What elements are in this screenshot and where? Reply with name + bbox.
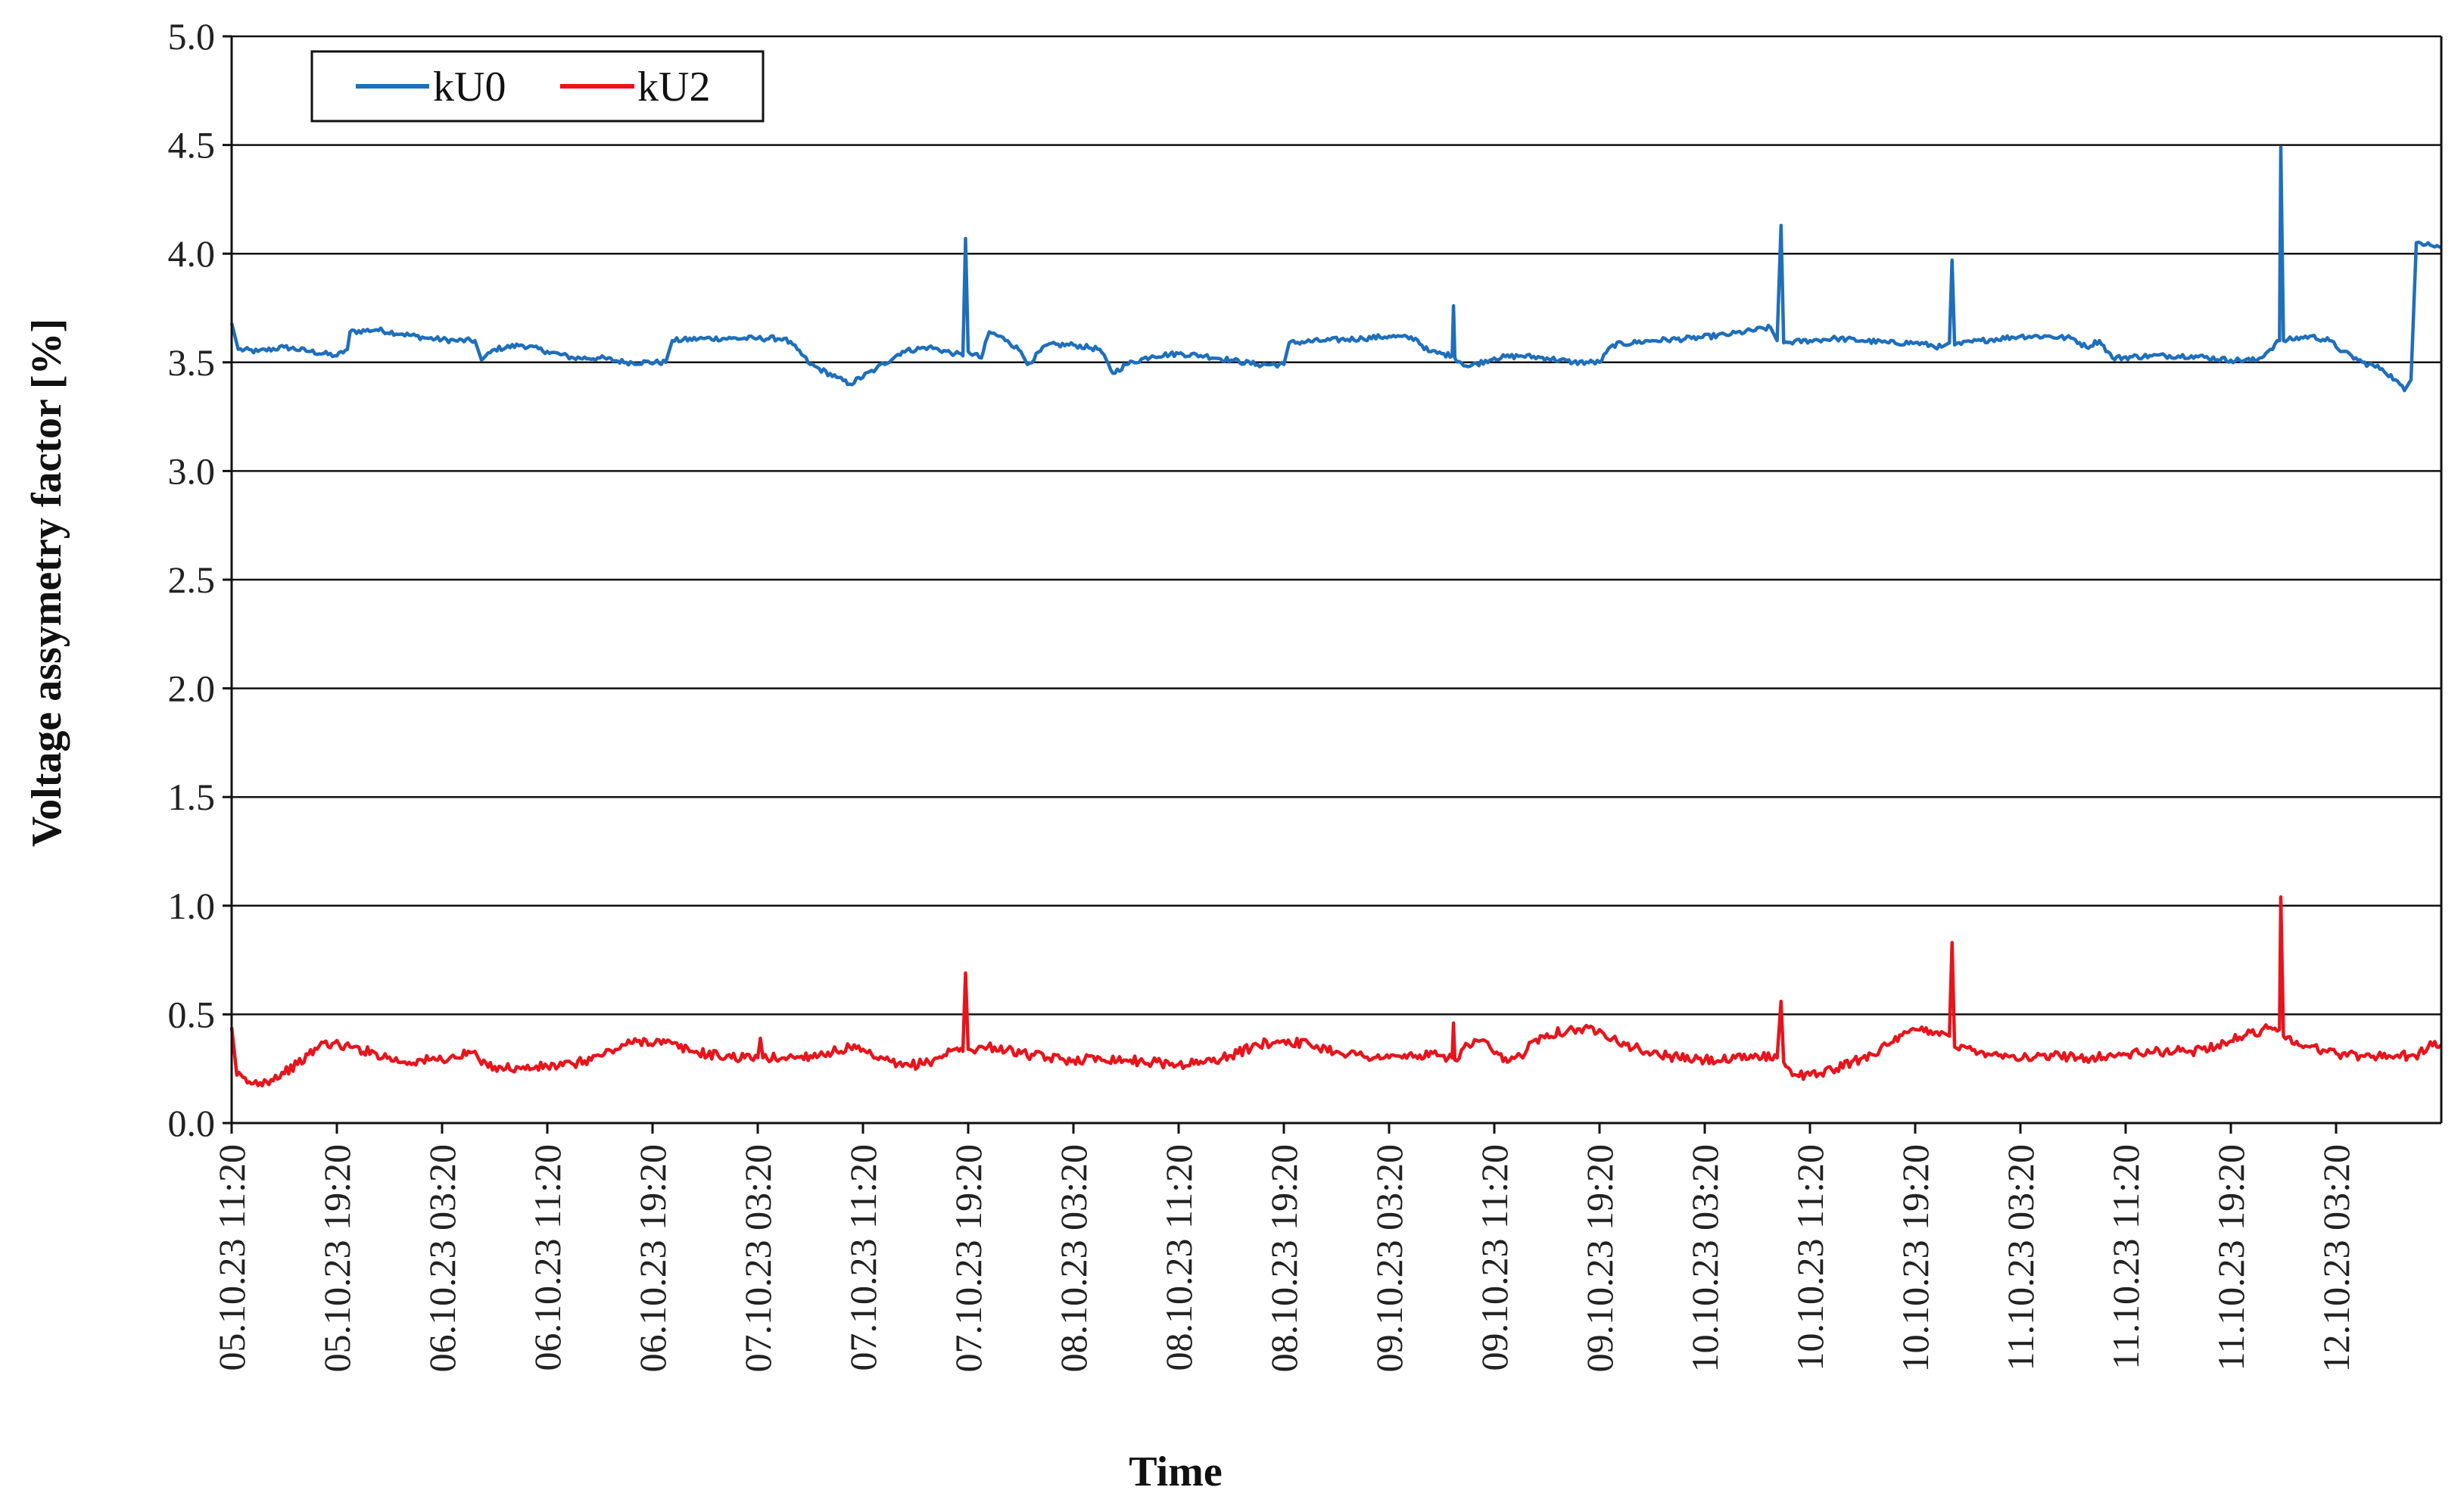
y-tick-label: 1.5 xyxy=(168,776,216,818)
x-tick-label: 10.10.23 11:20 xyxy=(1789,1144,1831,1371)
axes xyxy=(223,35,2443,1134)
y-axis-title: Voltage assymetry factor [%] xyxy=(23,319,70,847)
y-tick-label: 3.0 xyxy=(168,450,216,492)
y-tick-label: 0.0 xyxy=(168,1102,216,1144)
x-axis-title: Time xyxy=(1129,1448,1222,1495)
x-tick-label: 07.10.23 03:20 xyxy=(737,1144,779,1372)
y-tick-label: 3.5 xyxy=(168,341,216,384)
x-tick-label: 10.10.23 19:20 xyxy=(1894,1144,1936,1372)
x-tick-label: 09.10.23 03:20 xyxy=(1368,1144,1410,1372)
y-tick-label: 2.5 xyxy=(168,558,216,601)
x-tick-label: 05.10.23 19:20 xyxy=(316,1144,358,1372)
x-tick-label: 06.10.23 11:20 xyxy=(526,1144,568,1371)
y-tick-labels: 0.0 0.5 1.0 1.5 2.0 2.5 3.0 3.5 4.0 4.5 5.0 xyxy=(168,15,216,1144)
x-tick-label: 07.10.23 11:20 xyxy=(842,1144,884,1371)
x-tick-label: 09.10.23 11:20 xyxy=(1473,1144,1515,1371)
legend-label-ku2: kU2 xyxy=(637,64,710,110)
legend-label-ku0: kU0 xyxy=(433,64,506,110)
x-tick-label: 11.10.23 03:20 xyxy=(1999,1144,2042,1371)
x-tick-label: 08.10.23 19:20 xyxy=(1263,1144,1305,1372)
y-tick-label: 2.0 xyxy=(168,667,216,710)
x-tick-label: 10.10.23 03:20 xyxy=(1684,1144,1726,1372)
series-line-ku2 xyxy=(229,895,2443,1087)
series-lines xyxy=(229,145,2443,1087)
y-tick-label: 5.0 xyxy=(168,15,216,58)
y-tick-label: 4.5 xyxy=(168,124,216,166)
series-line-ku0 xyxy=(229,145,2442,393)
y-tick-label: 0.5 xyxy=(168,993,216,1035)
legend: kU0 kU2 xyxy=(310,50,765,123)
x-tick-label: 11.10.23 11:20 xyxy=(2104,1144,2147,1370)
gridlines xyxy=(232,35,2441,1125)
x-tick-label: 08.10.23 11:20 xyxy=(1157,1144,1200,1371)
x-tick-label: 05.10.23 11:20 xyxy=(210,1144,253,1371)
x-tick-labels: 05.10.23 11:20 05.10.23 19:20 06.10.23 03:… xyxy=(210,1144,2357,1372)
y-tick-label: 1.0 xyxy=(168,885,216,927)
x-tick-label: 06.10.23 03:20 xyxy=(421,1144,463,1372)
x-tick-label: 07.10.23 19:20 xyxy=(947,1144,989,1372)
y-tick-label: 4.0 xyxy=(168,232,216,275)
x-tick-label: 11.10.23 19:20 xyxy=(2210,1144,2252,1371)
x-tick-label: 12.10.23 03:20 xyxy=(2315,1144,2357,1372)
x-tick-label: 06.10.23 19:20 xyxy=(631,1144,674,1372)
x-tick-label: 09.10.23 19:20 xyxy=(1578,1144,1621,1372)
x-tick-label: 08.10.23 03:20 xyxy=(1052,1144,1095,1372)
